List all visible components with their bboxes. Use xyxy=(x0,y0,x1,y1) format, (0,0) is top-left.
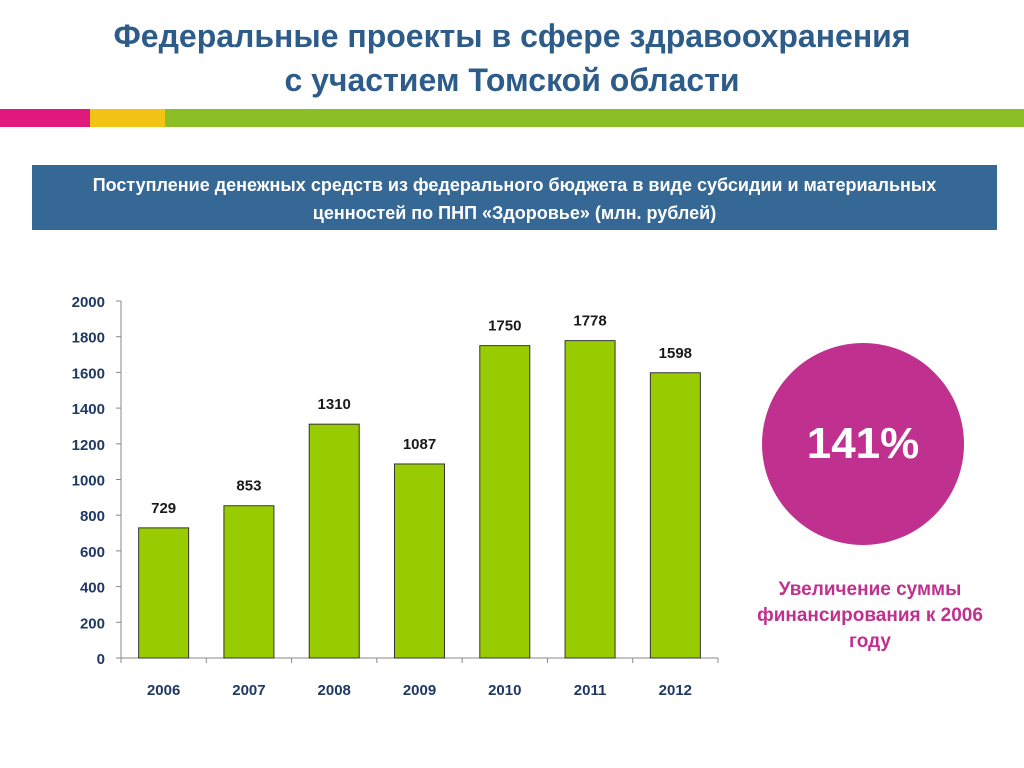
bar-2006 xyxy=(138,527,190,659)
growth-caption-line-2: финансирования к 2006 xyxy=(757,605,983,626)
y-tick-label: 1800 xyxy=(72,330,105,347)
x-tick-label: 2009 xyxy=(403,682,436,699)
x-tick-label: 2007 xyxy=(232,682,265,699)
page-title-line-1: Федеральные проекты в сфере здравоохране… xyxy=(113,18,911,54)
bar-2010 xyxy=(479,345,531,659)
y-tick-label: 1600 xyxy=(72,365,105,382)
bar-chart: 0 200 400 600 800 1000 1200 1400 1600 1800 2000 729… xyxy=(72,294,719,699)
growth-caption-line-1: Увеличение суммы xyxy=(778,579,962,600)
y-tick-label: 1000 xyxy=(72,473,105,490)
data-label: 1087 xyxy=(403,436,436,453)
y-tick-label: 2000 xyxy=(72,294,105,311)
growth-caption-line-3: году xyxy=(849,631,891,652)
page-title: Федеральные проекты в сфере здравоохране… xyxy=(0,14,1024,102)
data-label: 1598 xyxy=(659,345,692,362)
chart-subtitle-banner: Поступление денежных средств из федераль… xyxy=(32,165,997,230)
growth-circle: 141% xyxy=(762,343,964,545)
y-tick-label: 600 xyxy=(80,544,105,561)
chart-subtitle-line-1: Поступление денежных средств из федераль… xyxy=(92,175,937,195)
bar-2007 xyxy=(223,505,275,659)
x-tick-label: 2012 xyxy=(659,682,692,699)
page-title-line-2: с участием Томской области xyxy=(284,62,740,98)
data-label: 853 xyxy=(236,478,261,495)
data-label: 1310 xyxy=(318,396,351,413)
y-tick-label: 0 xyxy=(97,651,105,668)
chart-subtitle-line-2: ценностей по ПНП «Здоровье» (млн. рублей… xyxy=(312,203,717,223)
accent-stripe-green xyxy=(165,109,1024,127)
x-tick-label: 2010 xyxy=(488,682,521,699)
data-label: 729 xyxy=(151,500,176,517)
bar-2008 xyxy=(308,423,360,659)
bar-2012 xyxy=(649,372,701,659)
x-tick-label: 2011 xyxy=(574,682,607,699)
accent-stripe-yellow xyxy=(90,109,165,127)
data-label: 1750 xyxy=(488,318,521,335)
accent-stripe-magenta xyxy=(0,109,90,127)
bar-2009 xyxy=(394,463,445,659)
growth-caption: Увеличение суммы финансирования к 2006 г… xyxy=(740,577,1000,655)
y-tick-label: 400 xyxy=(80,580,105,597)
y-tick-label: 200 xyxy=(80,615,105,632)
y-tick-label: 1400 xyxy=(72,401,105,418)
y-tick-label: 800 xyxy=(80,508,105,525)
bar-2011 xyxy=(564,340,616,659)
x-tick-label: 2006 xyxy=(147,682,180,699)
y-tick-label: 1200 xyxy=(72,437,105,454)
data-label: 1778 xyxy=(573,313,606,330)
growth-percentage: 141% xyxy=(806,419,920,468)
x-tick-label: 2008 xyxy=(318,682,351,699)
